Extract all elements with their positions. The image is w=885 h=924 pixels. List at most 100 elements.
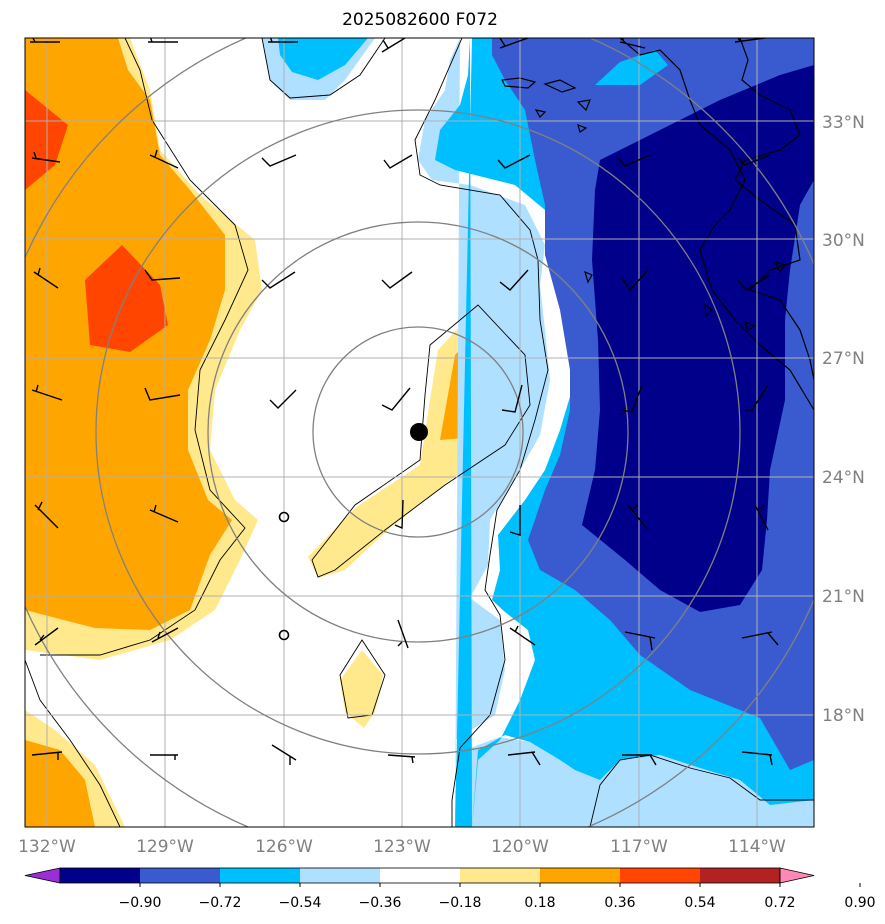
wind-barb bbox=[497, 154, 531, 169]
lon-tick-label: 123°W bbox=[373, 837, 431, 857]
lat-tick-label: 21°N bbox=[822, 587, 865, 607]
range-rings bbox=[25, 38, 814, 827]
wind-barb bbox=[30, 38, 60, 43]
wind-barb bbox=[499, 269, 529, 291]
wind-barb bbox=[617, 154, 651, 167]
plot-frame bbox=[24, 37, 815, 828]
colorbar-segment bbox=[700, 868, 781, 883]
colorbar-segment bbox=[140, 868, 221, 883]
wind-barb bbox=[619, 38, 646, 49]
wind-barb bbox=[261, 271, 296, 289]
lat-tick-label: 33°N bbox=[822, 113, 865, 133]
plot-area bbox=[25, 38, 814, 827]
gridlines bbox=[25, 38, 814, 827]
lon-tick-label: 126°W bbox=[255, 837, 313, 857]
lat-tick-label: 24°N bbox=[822, 468, 865, 488]
coastline-baja bbox=[619, 38, 814, 411]
wind-barb bbox=[148, 38, 178, 43]
wind-barb bbox=[381, 271, 413, 289]
lon-tick-label: 129°W bbox=[136, 837, 194, 857]
wind-barb bbox=[144, 387, 181, 401]
band-line bbox=[311, 304, 531, 578]
wind-barb bbox=[387, 754, 416, 764]
wind-barb bbox=[383, 154, 413, 169]
lon-tick-label: 117°W bbox=[610, 837, 668, 857]
wind-barb bbox=[754, 504, 769, 531]
island-4 bbox=[534, 109, 547, 118]
wind-barb bbox=[31, 151, 61, 163]
calm-markers bbox=[278, 511, 290, 641]
lon-tick-label: 132°W bbox=[18, 837, 76, 857]
wind-barb bbox=[509, 505, 521, 536]
wind-barb bbox=[509, 625, 536, 646]
wind-barb bbox=[381, 387, 411, 411]
lon-tick-label: 114°W bbox=[728, 837, 786, 857]
wind-barb bbox=[501, 384, 523, 413]
wind-barb bbox=[745, 384, 769, 411]
contour-east-navy bbox=[582, 65, 814, 612]
wind-barb bbox=[149, 149, 179, 169]
wind-barb bbox=[268, 38, 298, 43]
colorbar-label: 0.18 bbox=[524, 895, 555, 911]
colorbar-label: −0.36 bbox=[359, 895, 402, 911]
range-ring-3 bbox=[95, 109, 741, 755]
wind-barb bbox=[621, 384, 643, 413]
wind-barb bbox=[149, 504, 179, 523]
colorbar-segment bbox=[460, 868, 541, 883]
colorbar-segment bbox=[540, 868, 621, 883]
lon-axis: 132°W 129°W 126°W 123°W 120°W 117°W 114°… bbox=[18, 837, 786, 857]
wind-barb bbox=[624, 631, 656, 651]
colorbar-label: 0.72 bbox=[764, 895, 795, 911]
range-ring-2 bbox=[207, 221, 629, 643]
colorbar-label: 0.90 bbox=[844, 895, 875, 911]
contour-south-0.18 bbox=[340, 650, 383, 728]
wind-barb bbox=[33, 267, 59, 289]
wind-barb bbox=[34, 501, 59, 529]
lat-tick-label: 30°N bbox=[822, 231, 865, 251]
zero-line-north bbox=[261, 38, 386, 99]
contour-w-0.54 bbox=[85, 245, 168, 352]
island-3 bbox=[576, 99, 591, 112]
wind-barb bbox=[151, 627, 179, 643]
colorbar-label: −0.54 bbox=[279, 895, 322, 911]
lat-axis: 33°N 30°N 27°N 24°N 21°N 18°N bbox=[822, 113, 865, 726]
colorbar-segment bbox=[220, 868, 301, 883]
wind-barb bbox=[622, 754, 657, 766]
wind-barb bbox=[737, 274, 771, 291]
wind-barb bbox=[381, 38, 406, 53]
contour-north-deepsky bbox=[278, 38, 368, 80]
contour-ne-deepsky bbox=[595, 50, 668, 85]
lat-tick-label: 18°N bbox=[822, 706, 865, 726]
negative-contours bbox=[262, 38, 814, 827]
calm-wind-marker bbox=[278, 629, 290, 641]
colorbar-extend-high bbox=[779, 867, 815, 884]
wind-barb bbox=[741, 631, 779, 646]
contour-se-lightblue-inner bbox=[595, 755, 814, 827]
wind-barb bbox=[507, 751, 541, 766]
contour-sw-0.36 bbox=[25, 740, 95, 827]
island-2 bbox=[543, 79, 577, 93]
island-9 bbox=[577, 124, 588, 133]
colorbar-segment bbox=[380, 868, 461, 883]
colorbar-label: −0.18 bbox=[439, 895, 482, 911]
island-6 bbox=[704, 303, 713, 318]
lat-tick-label: 27°N bbox=[822, 349, 865, 369]
wind-barb bbox=[737, 154, 771, 166]
wind-barb bbox=[144, 269, 181, 281]
wind-barb bbox=[31, 384, 63, 401]
zero-line-sw bbox=[25, 659, 121, 827]
wind-barb bbox=[499, 38, 529, 49]
wind-barb bbox=[734, 38, 766, 43]
zero-line-west bbox=[40, 38, 249, 656]
wind-barb bbox=[394, 499, 404, 530]
storm-center-marker bbox=[410, 423, 428, 441]
island-1 bbox=[501, 77, 537, 89]
map-title: 2025082600 F072 bbox=[342, 10, 498, 30]
contour-lines bbox=[25, 38, 814, 827]
colorbar-extend-low bbox=[24, 867, 61, 884]
wind-barb bbox=[621, 269, 649, 292]
lon-tick-label: 120°W bbox=[491, 837, 549, 857]
colorbar-segment bbox=[60, 868, 141, 883]
se-line bbox=[589, 754, 814, 827]
